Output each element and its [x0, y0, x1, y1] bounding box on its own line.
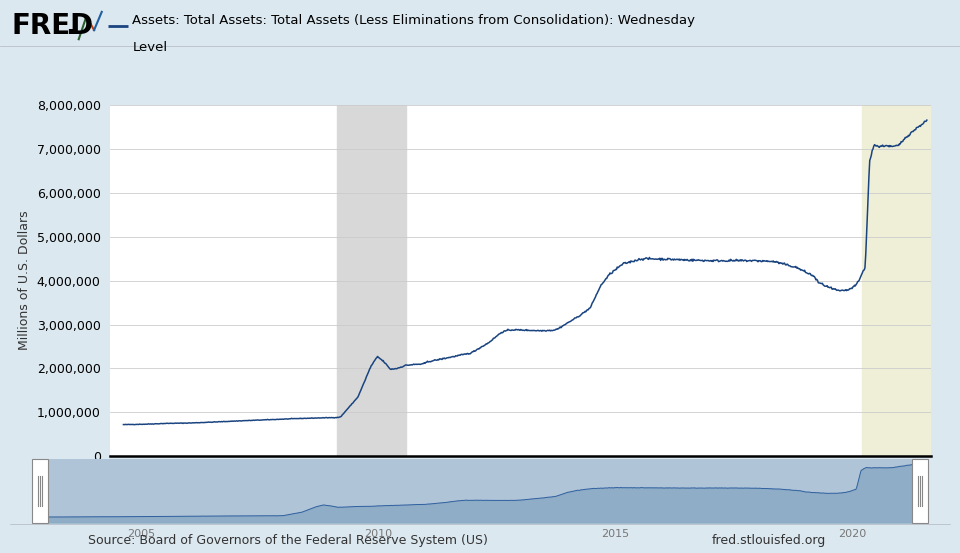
- Text: .: .: [65, 12, 76, 40]
- Text: Source: Board of Governors of the Federal Reserve System (US): Source: Board of Governors of the Federa…: [88, 534, 488, 547]
- Text: Level: Level: [132, 41, 168, 54]
- Y-axis label: Millions of U.S. Dollars: Millions of U.S. Dollars: [18, 211, 31, 351]
- Bar: [862, 105, 931, 456]
- Text: fred.stlouisfed.org: fred.stlouisfed.org: [711, 534, 826, 547]
- Text: Assets: Total Assets: Total Assets (Less Eliminations from Consolidation): Wedne: Assets: Total Assets: Total Assets (Less…: [132, 14, 695, 27]
- Bar: [337, 105, 406, 456]
- Bar: [912, 459, 928, 523]
- Bar: [32, 459, 48, 523]
- Text: FRED: FRED: [12, 12, 94, 40]
